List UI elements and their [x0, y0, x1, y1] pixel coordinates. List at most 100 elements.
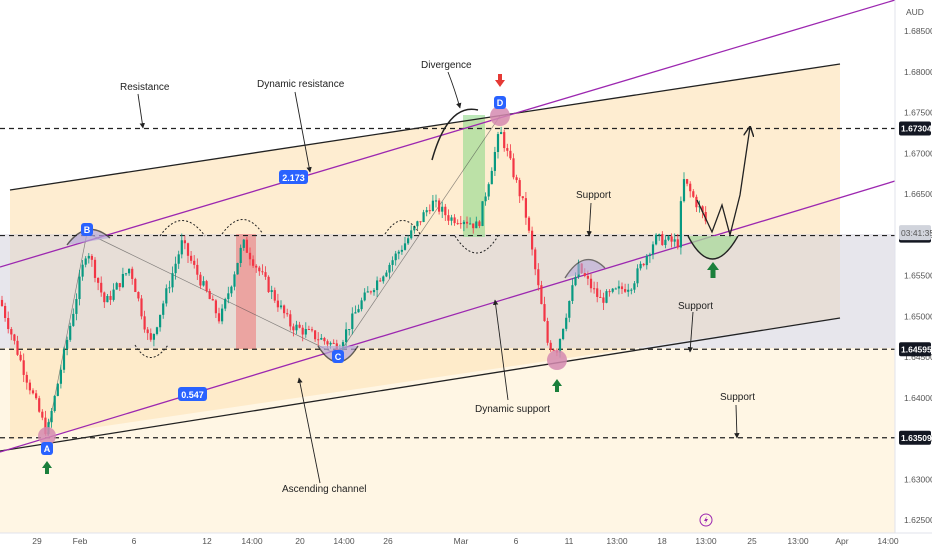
y-tick-label: 1.67500	[904, 108, 932, 118]
candle-body	[255, 265, 258, 268]
arc-support-top	[564, 258, 606, 279]
candle-body	[121, 273, 124, 288]
candle-body	[667, 236, 670, 240]
x-tick-label: 6	[514, 536, 519, 546]
candle-body	[385, 272, 388, 277]
candle-body	[87, 255, 90, 259]
candle-body	[695, 196, 698, 208]
pivot-circle-a	[38, 427, 56, 445]
lightning-icon[interactable]	[699, 513, 713, 527]
candle-body	[521, 196, 524, 199]
svg-text:A: A	[44, 444, 51, 454]
candle-body	[648, 254, 651, 256]
candle-body	[233, 274, 236, 287]
price-axis[interactable]	[895, 0, 932, 533]
candle-body	[642, 263, 645, 266]
candle-body	[372, 290, 376, 293]
y-tick-label: 1.66500	[904, 189, 932, 199]
x-tick-label: 26	[383, 536, 393, 546]
candle-body	[109, 295, 112, 300]
badge-b: B	[81, 223, 93, 236]
candle-body	[146, 329, 149, 334]
candle-body	[258, 267, 261, 272]
candle-body	[428, 210, 431, 212]
candle-body	[568, 300, 571, 318]
candle-body	[425, 210, 428, 213]
candle-body	[509, 150, 512, 159]
label-ascending-channel: Ascending channel	[282, 484, 367, 495]
candle-body	[351, 313, 354, 330]
candle-body	[56, 383, 59, 396]
candle-body	[276, 300, 279, 308]
candle-body	[236, 263, 239, 275]
candle-body	[177, 254, 180, 264]
candle-body	[190, 255, 193, 261]
candle-body	[100, 282, 103, 293]
candle-body	[217, 313, 221, 322]
candle-body	[140, 298, 143, 317]
candle-body	[242, 239, 245, 248]
candle-body	[103, 292, 106, 303]
candle-body	[515, 177, 518, 181]
candle-body	[171, 273, 174, 288]
candle-body	[459, 223, 462, 225]
candle-body	[329, 342, 332, 345]
candle-body	[543, 304, 546, 322]
candle-body	[441, 206, 444, 212]
x-tick-label: 20	[295, 536, 305, 546]
candle-body	[704, 211, 707, 222]
candle-body	[72, 313, 75, 326]
candle-body	[487, 184, 490, 197]
candle-body	[298, 324, 301, 328]
x-tick-label: 11	[565, 536, 574, 546]
svg-text:B: B	[84, 225, 91, 235]
candle-body	[357, 309, 360, 313]
label-dynamic-resistance: Dynamic resistance	[257, 79, 345, 90]
time-axis[interactable]	[0, 533, 932, 550]
candle-body	[66, 339, 69, 350]
candle-body	[562, 328, 565, 340]
candle-body	[664, 239, 667, 246]
label-support-1: Support	[576, 190, 611, 201]
x-tick-label: 12	[202, 536, 212, 546]
dotted-arc-bottom-1	[134, 344, 169, 358]
candle-body	[571, 285, 574, 301]
candle-body	[478, 221, 481, 226]
y-tick-label: 1.64500	[904, 352, 932, 362]
candle-body	[261, 271, 264, 273]
candle-body	[388, 264, 391, 273]
green-up-arrow-cup	[707, 262, 719, 278]
candle-body	[400, 249, 403, 252]
candle-body	[639, 263, 642, 269]
candle-body	[134, 278, 137, 293]
candle-body	[35, 393, 38, 399]
y-tick-label: 1.65500	[904, 271, 932, 281]
green-cup-outline	[687, 235, 739, 260]
svg-text:03:41:35: 03:41:35	[901, 228, 932, 238]
x-tick-label: 13:00	[606, 536, 628, 546]
candle-body	[348, 329, 351, 331]
candle-body	[196, 264, 199, 275]
candle-body	[490, 170, 493, 185]
svg-text:0.547: 0.547	[181, 390, 204, 400]
x-tick-label: 25	[747, 536, 757, 546]
candle-body	[118, 283, 121, 288]
candle-body	[534, 249, 537, 270]
candle-body	[7, 317, 10, 330]
svg-text:C: C	[335, 352, 342, 362]
ascending-channel-pointer	[297, 377, 321, 484]
candle-body	[503, 132, 506, 149]
candle-body	[53, 395, 56, 411]
candle-body	[202, 281, 205, 286]
candle-body	[627, 289, 630, 292]
candle-body	[394, 253, 397, 261]
candle-body	[540, 285, 543, 305]
candle-body	[456, 223, 459, 225]
candle-body	[286, 313, 289, 315]
x-tick-label: 29	[32, 536, 42, 546]
dotted-arc-top-1	[159, 220, 206, 237]
y-tick-label: 1.68000	[904, 67, 932, 77]
candle-body	[403, 243, 407, 250]
candle-body	[679, 201, 682, 248]
